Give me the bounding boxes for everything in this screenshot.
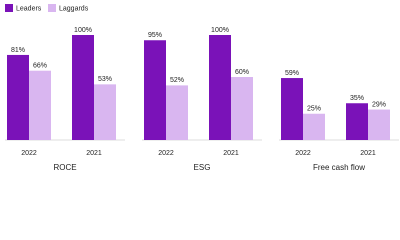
value-label: 100% <box>211 27 229 34</box>
value-label: 53% <box>98 76 112 83</box>
group-label: Free cash flow <box>313 163 365 172</box>
bar <box>7 54 29 141</box>
bar <box>231 77 253 140</box>
bar <box>281 78 303 140</box>
bar <box>166 85 188 140</box>
value-label: 81% <box>11 47 25 54</box>
x-tick-label: 2022 <box>295 150 311 157</box>
value-label: 66% <box>33 63 47 70</box>
legend-swatch <box>5 4 13 12</box>
bar <box>144 40 166 140</box>
legend-label: Laggards <box>59 5 89 12</box>
bar <box>94 84 116 140</box>
value-label: 35% <box>350 95 364 102</box>
value-label: 59% <box>285 70 299 77</box>
value-label: 29% <box>372 101 386 108</box>
bar <box>209 35 231 140</box>
x-tick-label: 2022 <box>21 150 37 157</box>
x-tick-label: 2021 <box>86 150 102 157</box>
x-tick-label: 2022 <box>158 150 174 157</box>
bar <box>29 70 51 140</box>
value-label: 25% <box>307 106 321 113</box>
value-label: 60% <box>235 69 249 76</box>
bar <box>368 109 390 140</box>
group-label: ROCE <box>53 163 76 172</box>
legend-label: Leaders <box>16 5 42 12</box>
value-label: 95% <box>148 32 162 39</box>
legend-swatch <box>48 4 56 12</box>
bar <box>72 35 94 140</box>
value-label: 52% <box>170 77 184 84</box>
group-label: ESG <box>194 163 211 172</box>
bar <box>303 113 325 140</box>
x-tick-label: 2021 <box>360 150 376 157</box>
value-label: 100% <box>74 27 92 34</box>
bar <box>346 103 368 140</box>
x-tick-label: 2021 <box>223 150 239 157</box>
